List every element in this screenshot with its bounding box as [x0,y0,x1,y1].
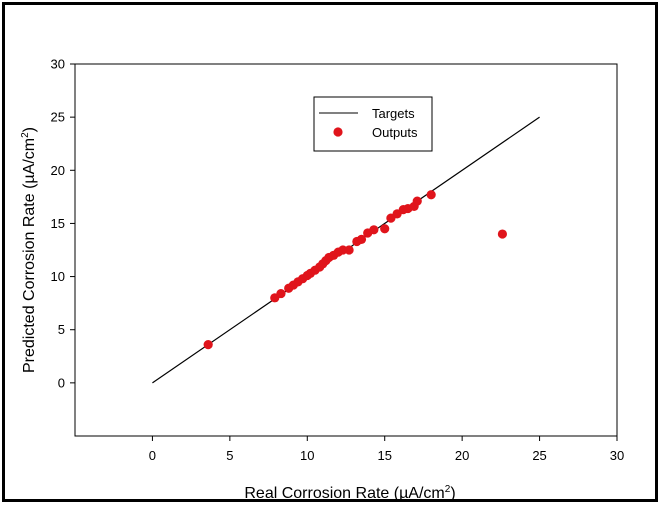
y-tick-label: 25 [51,110,65,125]
y-tick-label: 30 [51,57,65,72]
x-tick-label: 30 [610,448,624,463]
x-tick-label: 25 [532,448,546,463]
output-point [276,288,286,299]
y-tick-label: 5 [58,322,65,337]
legend-box [313,96,433,152]
x-tick-label: 0 [149,448,156,463]
plot-area [74,63,618,437]
x-axis-title-close: ) [450,485,455,502]
x-tick-label: 10 [300,448,314,463]
series-layer [152,116,540,384]
output-point [497,229,508,239]
legend-outputs-dot-icon [333,127,343,137]
output-point [356,234,367,244]
y-tick-label: 15 [51,216,65,231]
y-axis-title-sup: 2 [20,132,31,138]
y-tick-label: 10 [51,269,65,284]
y-axis-ticks: 0 5 10 15 20 25 30 [51,57,75,390]
x-tick-label: 20 [455,448,469,463]
y-axis-title: Predicted Corrosion Rate (µA/cm2) [20,127,38,373]
output-point [369,225,379,235]
output-point [344,245,354,255]
figure-frame [2,2,658,502]
y-axis-title-close: ) [21,127,38,132]
y-axis-title-text: Predicted Corrosion Rate (µA/cm [21,138,38,373]
y-tick-label: 20 [51,163,65,178]
x-axis-title-sup: 2 [445,484,451,495]
output-point [380,224,390,234]
x-tick-label: 5 [226,448,233,463]
legend-label-targets: Targets [372,106,415,121]
output-point [426,190,436,200]
x-axis-title: Real Corrosion Rate (µA/cm2) [244,484,455,502]
legend-label-outputs: Outputs [372,125,418,140]
output-point [412,196,422,206]
legend: Targets Outputs [313,96,433,152]
x-tick-label: 15 [377,448,391,463]
x-axis-ticks: 0 5 10 15 20 25 30 [149,436,624,463]
y-tick-label: 0 [58,375,65,390]
output-point [203,339,213,350]
x-axis-title-text: Real Corrosion Rate (µA/cm [244,485,444,502]
